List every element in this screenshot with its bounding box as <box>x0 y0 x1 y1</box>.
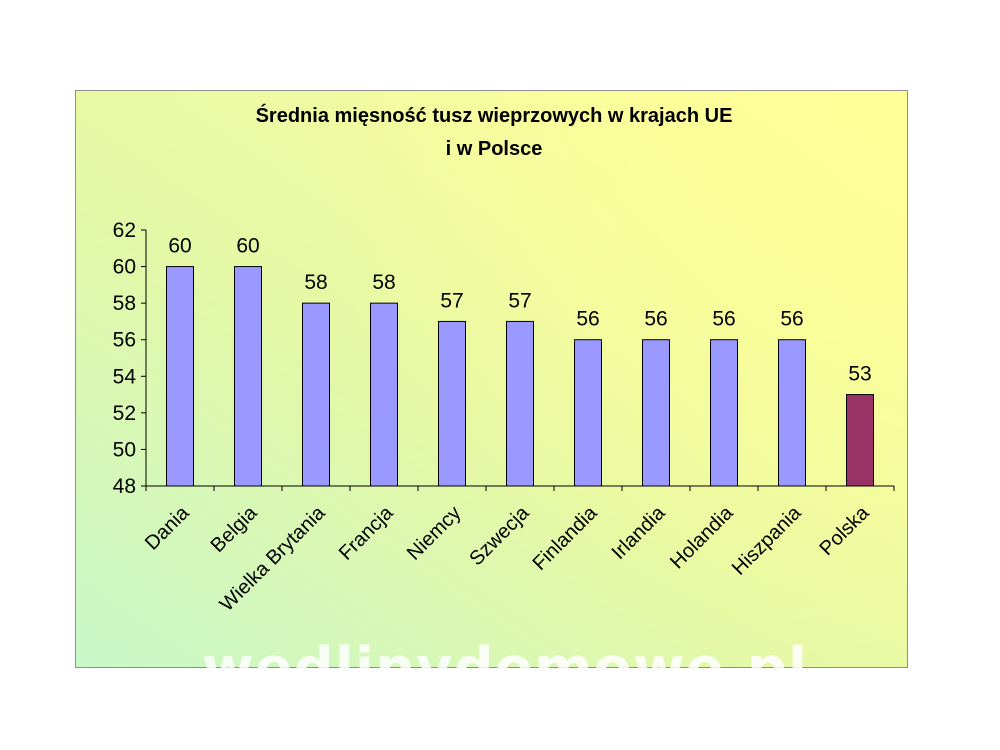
category-label: Dania <box>141 501 194 554</box>
bar-finlandia <box>574 339 602 487</box>
bar-belgia <box>234 266 262 487</box>
category-label: Niemcy <box>403 502 466 565</box>
bar-irlandia <box>642 339 670 487</box>
y-tick-label: 56 <box>113 329 136 352</box>
category-label: Francja <box>335 501 398 564</box>
data-label: 60 <box>168 235 191 258</box>
bar-dania <box>166 266 194 487</box>
bar-niemcy <box>438 320 466 487</box>
y-tick-label: 58 <box>113 292 136 315</box>
x-axis <box>145 485 895 491</box>
bar-szwecja <box>506 320 534 487</box>
data-label: 58 <box>304 271 327 294</box>
category-label: Polska <box>816 501 875 560</box>
y-tick-label: 48 <box>113 475 136 498</box>
chart-frame: Średnia mięsność tusz wieprzowych w kraj… <box>75 90 908 668</box>
data-label: 56 <box>644 308 667 331</box>
data-label: 53 <box>848 363 871 386</box>
data-label: 56 <box>780 308 803 331</box>
y-tick-label: 52 <box>113 402 136 425</box>
chart-title-line-2: i w Polsce <box>446 138 543 160</box>
category-label: Szwecja <box>465 501 534 570</box>
bar-wielka-brytania <box>302 302 330 487</box>
bar-chart: Średnia mięsność tusz wieprzowych w kraj… <box>113 103 895 616</box>
data-labels: 60 60 58 58 57 57 56 56 56 56 53 <box>168 235 871 386</box>
bars <box>166 266 874 487</box>
data-label: 56 <box>576 308 599 331</box>
y-tick-label: 50 <box>113 438 136 461</box>
bar-francja <box>370 302 398 487</box>
bar-polska <box>846 394 874 487</box>
chart-title-line-1: Średnia mięsność tusz wieprzowych w kraj… <box>256 103 733 127</box>
y-tick-label: 60 <box>113 256 136 279</box>
category-label: Finlandia <box>529 501 603 575</box>
data-label: 57 <box>508 289 531 312</box>
y-tick-label: 54 <box>113 365 137 388</box>
data-label: 57 <box>440 289 463 312</box>
category-label: Irlandia <box>608 501 671 564</box>
watermark: wedlinydomowe.pl <box>201 636 809 701</box>
y-axis: 48 50 52 54 56 58 60 62 <box>113 219 147 498</box>
category-label: Belgia <box>207 501 262 556</box>
bar-hiszpania <box>778 339 806 487</box>
data-label: 56 <box>712 308 735 331</box>
category-label: Hiszpania <box>728 501 806 579</box>
data-label: 58 <box>372 271 395 294</box>
category-label: Holandia <box>666 501 738 573</box>
data-label: 60 <box>236 235 259 258</box>
bar-holandia <box>710 339 738 487</box>
y-tick-label: 62 <box>113 219 136 242</box>
